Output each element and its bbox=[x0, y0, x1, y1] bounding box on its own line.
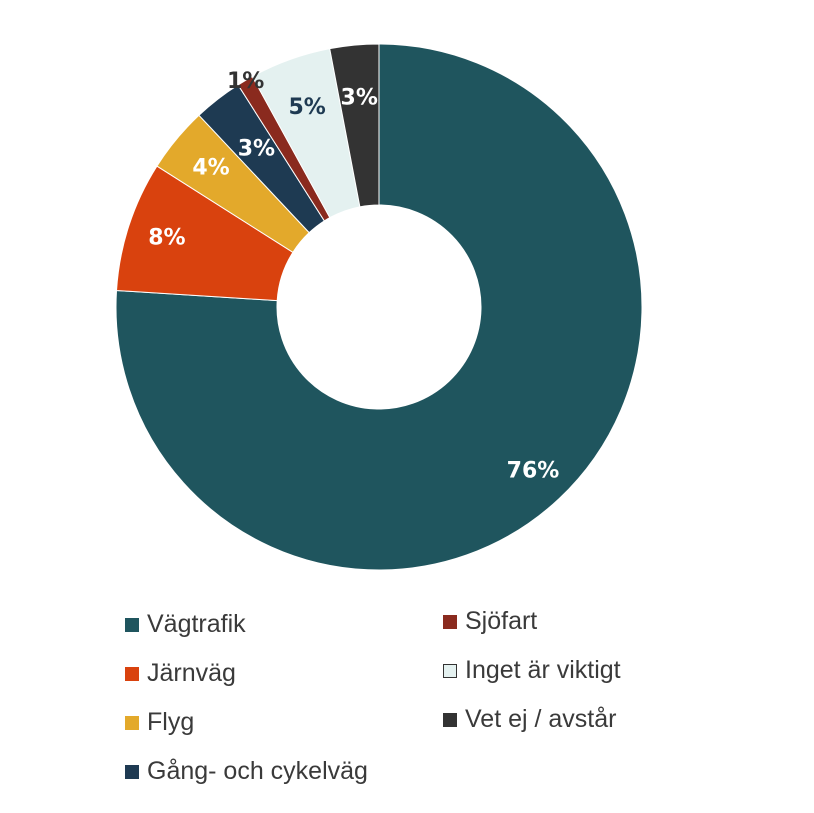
slice-value-label: 3% bbox=[341, 85, 378, 110]
slice-value-label: 76% bbox=[507, 459, 560, 484]
slice-vet-ej-avstår bbox=[329, 43, 380, 208]
slice-value-label: 3% bbox=[238, 136, 275, 161]
slice-value-label: 8% bbox=[148, 226, 185, 251]
slice-value-label: 1% bbox=[227, 69, 264, 94]
slice-labels: 76% 8% 4% 3% 1% 5% 3% bbox=[148, 69, 559, 484]
slice-vägtrafik bbox=[115, 43, 643, 571]
slice-value-label: 4% bbox=[192, 156, 229, 181]
slice-value-label: 5% bbox=[289, 95, 326, 120]
donut-slices bbox=[115, 43, 643, 571]
